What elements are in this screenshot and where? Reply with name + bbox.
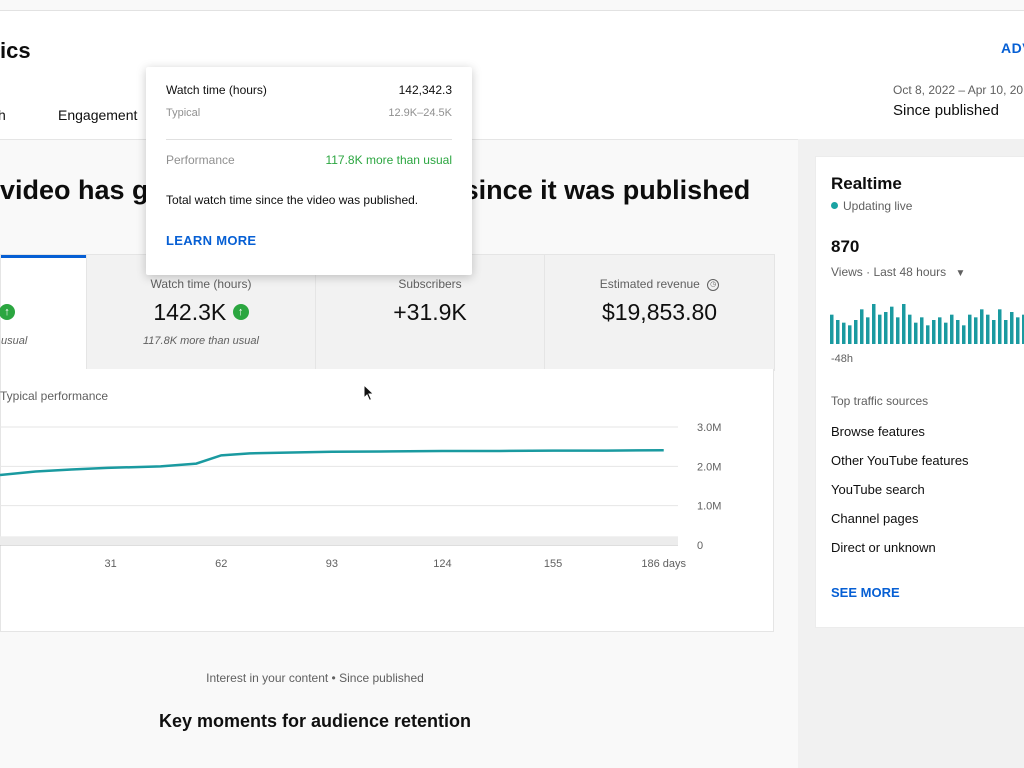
realtime-bar bbox=[866, 317, 870, 344]
tooltip-typical-label: Typical bbox=[166, 107, 200, 119]
realtime-bar-chart[interactable] bbox=[830, 300, 1024, 344]
see-more-link[interactable]: SEE MORE bbox=[831, 585, 900, 600]
metric-card-label: Subscribers bbox=[316, 277, 544, 291]
realtime-bar bbox=[986, 315, 990, 344]
metric-card-value: +31.9K bbox=[316, 299, 544, 326]
realtime-bar bbox=[860, 309, 864, 344]
realtime-bar bbox=[926, 325, 930, 344]
metric-card-label: Estimated revenue bbox=[600, 277, 700, 291]
realtime-bar bbox=[1010, 312, 1014, 344]
metric-card-sub: 117.8K more than usual bbox=[87, 335, 315, 347]
arrow-up-icon: ↑ bbox=[233, 304, 249, 320]
x-tick-label: 62 bbox=[215, 558, 227, 570]
realtime-views: 870 bbox=[831, 237, 859, 257]
realtime-bar bbox=[836, 320, 840, 344]
advanced-mode-button[interactable]: ADV bbox=[1001, 40, 1024, 56]
realtime-bar bbox=[1016, 317, 1020, 344]
tab-reach[interactable]: h bbox=[0, 107, 6, 123]
realtime-bar bbox=[980, 309, 984, 344]
realtime-bar bbox=[908, 315, 912, 344]
date-range[interactable]: Oct 8, 2022 – Apr 10, 20 bbox=[893, 83, 1023, 97]
tooltip-metric-label: Watch time (hours) bbox=[166, 83, 267, 97]
x-tick-label: 31 bbox=[104, 558, 116, 570]
y-tick-label: 2.0M bbox=[697, 461, 721, 473]
live-dot-icon bbox=[831, 202, 838, 209]
tooltip-performance-label: Performance bbox=[166, 153, 235, 167]
realtime-bar bbox=[992, 320, 996, 344]
x-tick-label: 124 bbox=[433, 558, 451, 570]
realtime-bar bbox=[956, 320, 960, 344]
traffic-source-item[interactable]: Browse features bbox=[831, 424, 925, 439]
realtime-bar bbox=[974, 317, 978, 344]
realtime-bar bbox=[878, 315, 882, 344]
realtime-status: Updating live bbox=[843, 199, 912, 213]
arrow-up-icon: ↑ bbox=[0, 304, 15, 320]
realtime-bar bbox=[896, 317, 900, 344]
x-tick-label: 93 bbox=[326, 558, 338, 570]
realtime-views-label: Views · Last 48 hours bbox=[831, 265, 946, 279]
metric-card-value: $19,853.80 bbox=[545, 299, 774, 326]
watch-time-chart[interactable]: 0 1.0M 2.0M 3.0M 31 62 93 124 155 186 days bbox=[0, 410, 772, 610]
metric-card-label: Watch time (hours) bbox=[87, 277, 315, 291]
y-tick-label: 1.0M bbox=[697, 501, 721, 513]
realtime-bar bbox=[944, 323, 948, 344]
retention-title: Key moments for audience retention bbox=[0, 711, 630, 732]
y-tick-label: 0 bbox=[697, 540, 703, 552]
realtime-views-selector[interactable]: Views · Last 48 hours ▼ bbox=[831, 265, 965, 279]
tooltip-metric-value: 142,342.3 bbox=[399, 83, 452, 97]
realtime-bar bbox=[884, 312, 888, 344]
mouse-cursor-icon bbox=[363, 384, 375, 402]
clock-icon: ◷ bbox=[707, 279, 719, 291]
realtime-bar bbox=[842, 323, 846, 344]
learn-more-link[interactable]: LEARN MORE bbox=[166, 233, 256, 248]
traffic-source-item[interactable]: Other YouTube features bbox=[831, 453, 969, 468]
metric-tooltip: Watch time (hours) 142,342.3 Typical 12.… bbox=[146, 67, 472, 275]
realtime-bar bbox=[962, 325, 966, 344]
retention-subtitle: Interest in your content • Since publish… bbox=[0, 671, 630, 685]
realtime-bar bbox=[998, 309, 1002, 344]
metric-card-revenue[interactable]: Estimated revenue ◷ $19,853.80 bbox=[545, 255, 774, 370]
realtime-bar bbox=[950, 315, 954, 344]
realtime-bar bbox=[938, 317, 942, 344]
realtime-bar bbox=[890, 307, 894, 344]
traffic-sources-title: Top traffic sources bbox=[831, 394, 928, 408]
metric-card-sub: usual bbox=[1, 335, 86, 347]
traffic-source-item[interactable]: Direct or unknown bbox=[831, 540, 936, 555]
series-line bbox=[0, 450, 664, 475]
realtime-bar bbox=[854, 320, 858, 344]
realtime-title: Realtime bbox=[831, 174, 902, 194]
period-selector[interactable]: Since published bbox=[893, 102, 999, 119]
realtime-card bbox=[815, 156, 1024, 628]
page-title: ics bbox=[0, 38, 31, 64]
x-tick-label: 186 days bbox=[641, 558, 686, 570]
y-tick-label: 3.0M bbox=[697, 422, 721, 434]
realtime-bar bbox=[1004, 320, 1008, 344]
realtime-bar bbox=[902, 304, 906, 344]
chart-legend: Typical performance bbox=[0, 389, 108, 403]
realtime-bar bbox=[920, 317, 924, 344]
realtime-bar bbox=[968, 315, 972, 344]
metric-card-value: 142.3K bbox=[153, 299, 226, 325]
traffic-source-item[interactable]: Channel pages bbox=[831, 511, 918, 526]
realtime-bar bbox=[872, 304, 876, 344]
x-tick-label: 155 bbox=[544, 558, 562, 570]
realtime-axis-label: -48h bbox=[831, 353, 853, 365]
tab-engagement[interactable]: Engagement bbox=[58, 107, 137, 123]
realtime-bar bbox=[914, 323, 918, 344]
metric-card-views[interactable]: ↑ usual bbox=[1, 255, 86, 370]
realtime-bar bbox=[848, 325, 852, 344]
tooltip-typical-value: 12.9K–24.5K bbox=[388, 107, 452, 119]
tooltip-performance-value: 117.8K more than usual bbox=[325, 153, 452, 167]
realtime-bar bbox=[830, 315, 834, 344]
active-tab-indicator bbox=[1, 255, 86, 258]
traffic-source-item[interactable]: YouTube search bbox=[831, 482, 925, 497]
realtime-bar bbox=[932, 320, 936, 344]
typical-band bbox=[0, 536, 678, 545]
caret-down-icon: ▼ bbox=[956, 268, 966, 279]
tooltip-divider bbox=[166, 139, 452, 140]
tooltip-description: Total watch time since the video was pub… bbox=[166, 193, 418, 207]
